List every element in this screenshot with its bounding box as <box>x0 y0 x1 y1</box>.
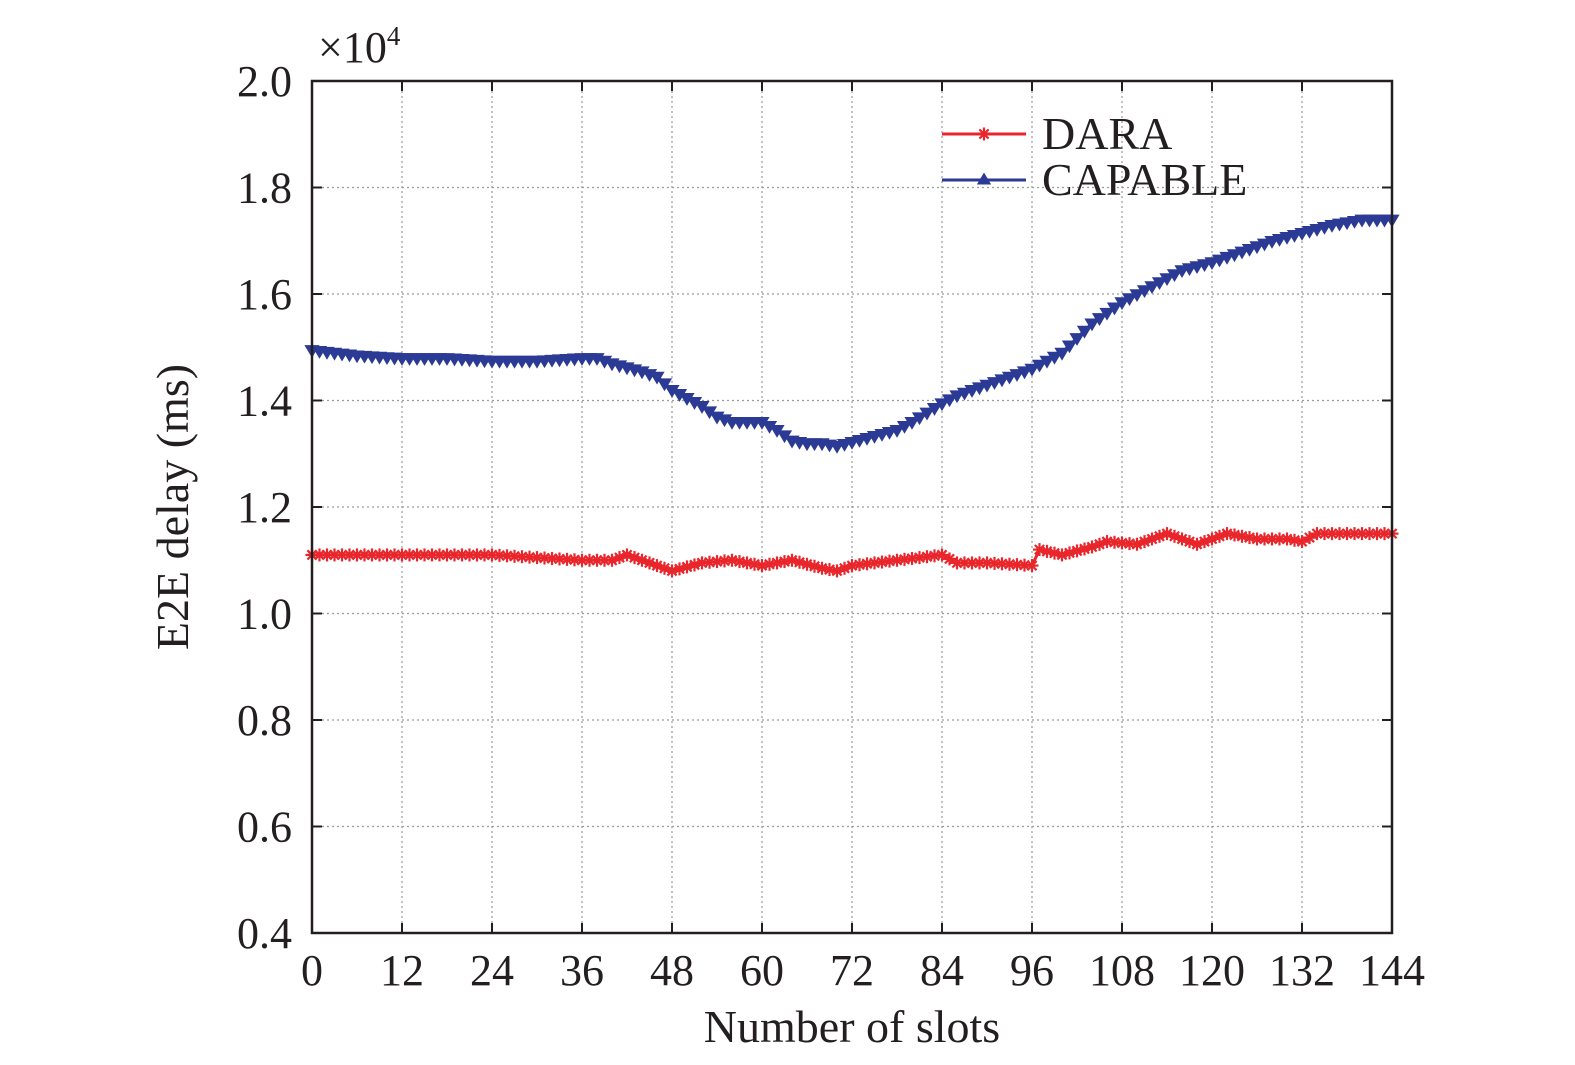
data-point-triangle <box>926 403 943 416</box>
x-tick-label: 132 <box>1269 946 1335 995</box>
data-point-star <box>1145 532 1159 546</box>
data-point-triangle <box>1166 269 1183 283</box>
data-point-star <box>1010 558 1024 572</box>
data-point-triangle <box>671 389 688 402</box>
y-tick-label: 2.0 <box>237 57 292 106</box>
y-tick-label: 1.4 <box>237 377 292 426</box>
series-dara <box>305 527 1399 578</box>
x-tick-label: 84 <box>920 946 964 995</box>
data-point-triangle <box>1114 297 1130 310</box>
x-tick-label: 12 <box>380 946 424 995</box>
x-tick-label: 72 <box>830 946 874 995</box>
data-point-triangle <box>1031 359 1048 373</box>
x-tick-label: 96 <box>1010 946 1054 995</box>
data-point-triangle <box>1084 318 1100 332</box>
data-point-triangle <box>911 412 928 426</box>
data-point-triangle <box>1061 340 1078 354</box>
y-multiplier: ×104 <box>318 21 401 72</box>
y-tick-label: 0.4 <box>237 909 292 958</box>
data-point-triangle <box>1106 302 1123 316</box>
y-tick-label: 0.8 <box>237 696 292 745</box>
data-point-triangle <box>664 385 680 398</box>
x-tick-label: 120 <box>1179 946 1245 995</box>
data-point-triangle <box>1129 289 1145 302</box>
y-tick-label: 1.8 <box>237 164 292 213</box>
data-point-triangle <box>1076 325 1093 339</box>
data-point-triangle <box>769 424 785 438</box>
data-point-triangle <box>1144 281 1160 295</box>
data-point-triangle <box>656 378 673 392</box>
data-point-triangle <box>679 393 695 406</box>
x-tick-label: 0 <box>301 946 323 995</box>
data-point-triangle <box>1039 355 1055 369</box>
data-point-triangle <box>1054 347 1070 361</box>
data-point-triangle <box>889 424 905 438</box>
data-point-triangle <box>761 420 778 434</box>
plot-series <box>304 214 1400 578</box>
grid <box>312 81 1392 933</box>
legend: DARA CAPABLE <box>942 108 1247 205</box>
data-point-triangle <box>1121 293 1138 306</box>
legend-triangle-marker <box>976 172 992 185</box>
data-point-triangle <box>941 394 958 408</box>
series-markers <box>305 527 1399 578</box>
legend-label-capable: CAPABLE <box>1042 154 1247 205</box>
data-point-star <box>1025 559 1039 573</box>
x-tick-label: 48 <box>650 946 694 995</box>
data-point-triangle <box>1091 313 1108 326</box>
data-point-triangle <box>776 430 793 444</box>
y-tick-label: 1.6 <box>237 270 292 319</box>
data-point-triangle <box>1151 277 1168 291</box>
y-tick-label: 1.2 <box>237 483 292 532</box>
legend-label-dara: DARA <box>1042 108 1172 159</box>
x-axis-title: Number of slots <box>704 1001 1000 1052</box>
data-point-triangle <box>1099 307 1115 321</box>
data-point-triangle <box>919 407 935 421</box>
data-point-triangle <box>896 420 913 434</box>
x-tick-label: 60 <box>740 946 784 995</box>
y-axis-title: E2E delay (ms) <box>147 364 198 650</box>
data-point-triangle <box>754 417 770 430</box>
series-capable <box>304 214 1400 454</box>
legend-star-marker <box>977 127 991 141</box>
data-point-triangle <box>934 398 950 412</box>
legend-marker-dara <box>977 127 991 141</box>
data-point-triangle <box>1024 363 1040 377</box>
legend-item-capable: CAPABLE <box>942 154 1247 205</box>
data-point-star <box>770 556 784 570</box>
series-markers <box>304 214 1400 454</box>
x-tick-label: 36 <box>560 946 604 995</box>
data-point-star <box>500 549 514 563</box>
axis-ticks <box>311 80 1393 934</box>
legend-item-dara: DARA <box>942 108 1172 159</box>
data-point-triangle <box>649 371 665 385</box>
x-tick-label: 24 <box>470 946 514 995</box>
legend-marker-capable <box>976 172 992 185</box>
x-tick-label: 108 <box>1089 946 1155 995</box>
data-point-triangle <box>686 397 703 410</box>
y-tick-label: 0.6 <box>237 803 292 852</box>
data-point-triangle <box>1136 285 1153 299</box>
axis-labels: 0 12 24 36 48 60 72 84 96 108 120 132 144 0.4 0.6 0.8 1.… <box>237 57 1425 995</box>
data-point-triangle <box>1159 273 1175 287</box>
data-point-triangle <box>1046 351 1063 365</box>
data-point-triangle <box>701 406 718 420</box>
y-tick-label: 1.0 <box>237 590 292 639</box>
x-tick-label: 144 <box>1359 946 1425 995</box>
data-point-triangle <box>1069 333 1085 346</box>
data-point-triangle <box>694 401 710 414</box>
data-point-triangle <box>904 417 920 430</box>
